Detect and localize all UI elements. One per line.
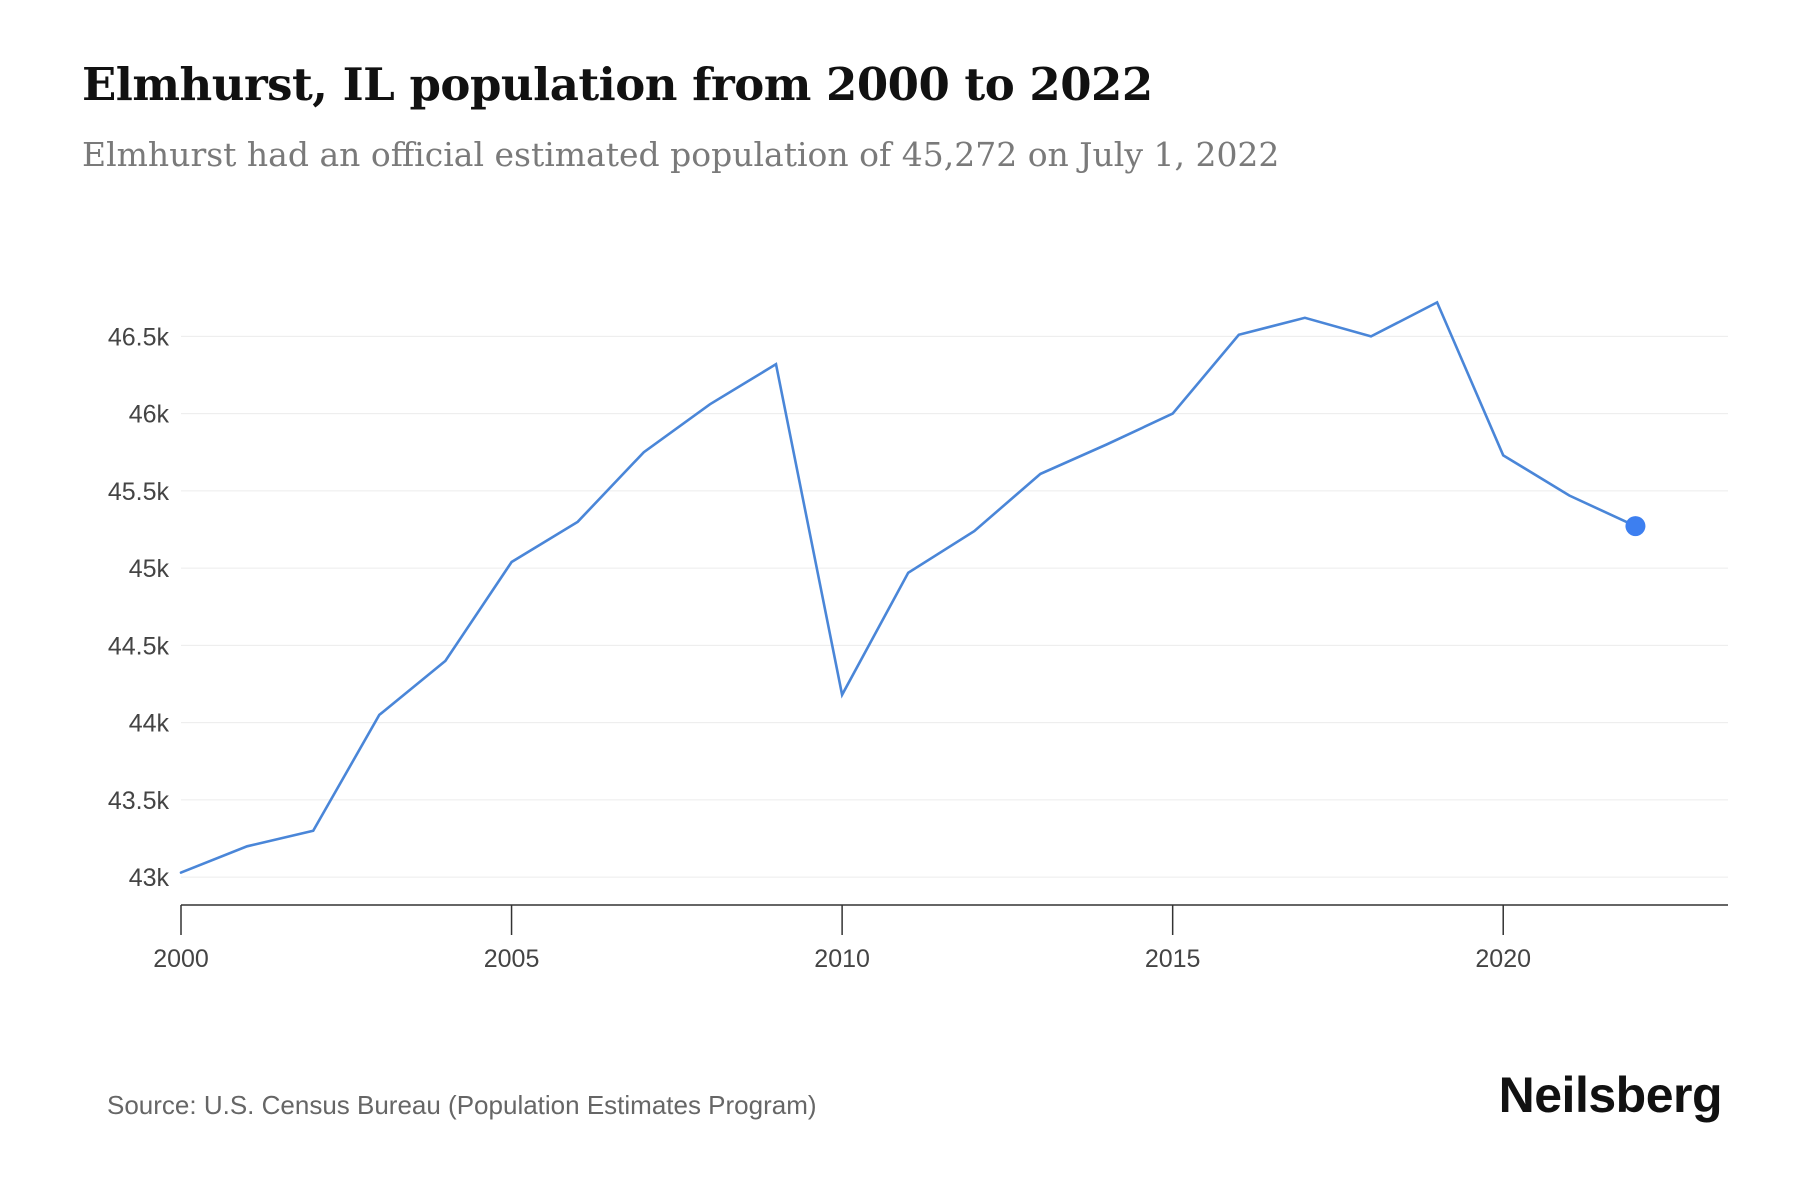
population-line: [179, 300, 1637, 874]
chart-title: Elmhurst, IL population from 2000 to 202…: [82, 58, 1153, 111]
data-point: [1566, 493, 1572, 499]
data-point: [575, 519, 581, 525]
chart-subtitle: Elmhurst had an official estimated popul…: [82, 135, 1280, 174]
data-point: [178, 870, 184, 876]
data-point: [509, 559, 515, 565]
y-tick-label: 46.5k: [108, 323, 170, 351]
x-tick-label: 2000: [153, 945, 209, 973]
data-point: [839, 692, 845, 698]
data-point: [442, 658, 448, 664]
data-point: [1236, 332, 1242, 338]
y-tick-label: 44.5k: [108, 632, 170, 660]
x-axis: 2000 2005 2010 2015 2020: [153, 904, 1728, 973]
y-tick-label: 45k: [129, 555, 170, 583]
x-tick-label: 2020: [1475, 945, 1531, 973]
y-axis-labels: 43k 43.5k 44k 44.5k 45k 45.5k 46k 46.5k: [108, 323, 170, 892]
x-tick-label: 2010: [814, 945, 870, 973]
grid-lines: [181, 335, 1728, 878]
series-layer: [178, 299, 1646, 876]
data-point: [310, 828, 316, 834]
source-note: Source: U.S. Census Bureau (Population E…: [107, 1090, 817, 1120]
data-point: [1302, 315, 1308, 321]
latest-point-marker: [1625, 516, 1646, 537]
data-point: [641, 449, 647, 455]
y-tick-label: 43k: [129, 864, 170, 892]
data-point: [773, 361, 779, 367]
y-tick-label: 45.5k: [108, 478, 170, 506]
data-point: [1104, 442, 1110, 448]
data-point: [1170, 411, 1176, 417]
data-point: [1434, 299, 1440, 305]
x-tick-label: 2015: [1145, 945, 1201, 973]
brand-logo: Neilsberg: [1498, 1067, 1723, 1123]
data-point: [244, 843, 250, 849]
y-tick-label: 43.5k: [108, 787, 170, 815]
data-point: [376, 712, 382, 718]
data-point: [707, 401, 713, 407]
data-point: [1037, 471, 1043, 477]
data-point: [905, 570, 911, 576]
data-point: [971, 528, 977, 534]
x-tick-label: 2005: [484, 945, 540, 973]
data-point: [1500, 452, 1506, 458]
y-tick-label: 46k: [129, 401, 170, 429]
y-tick-label: 44k: [129, 710, 170, 738]
data-point: [1368, 333, 1374, 339]
